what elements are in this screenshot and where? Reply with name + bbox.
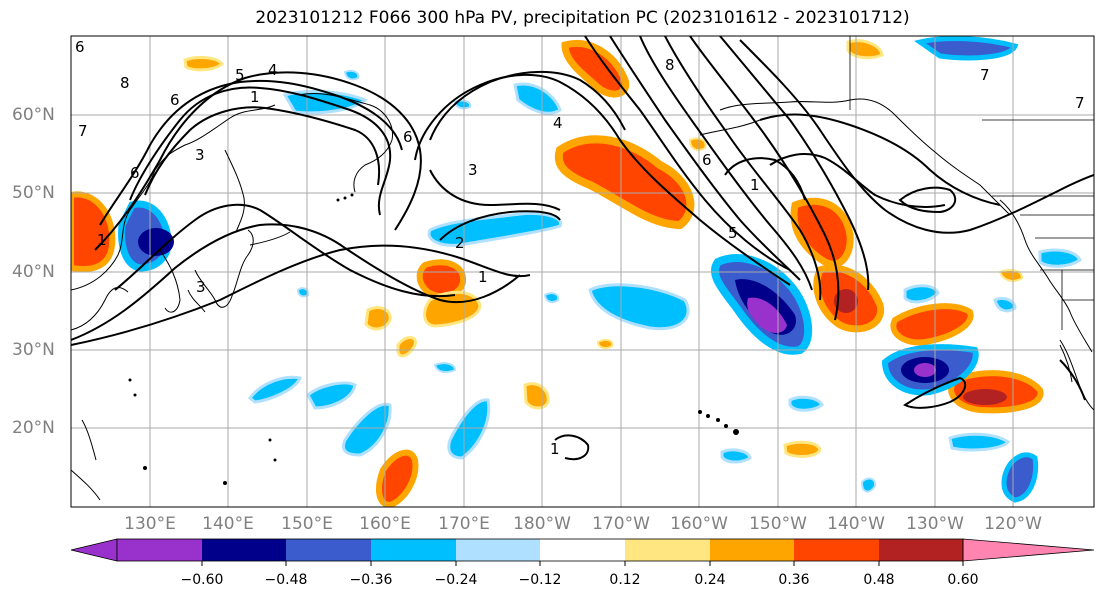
colorbar-bin	[710, 539, 794, 561]
colorbar-tick-label: −0.48	[264, 572, 308, 588]
contour-label: 6	[702, 151, 712, 169]
lon-label: 130°E	[124, 514, 176, 534]
lon-label: 140°W	[827, 514, 885, 534]
lon-label: 140°E	[202, 514, 254, 534]
colorbar-bin	[794, 539, 879, 561]
colorbar-tick-label: −0.36	[349, 572, 393, 588]
colorbar-extend-high	[962, 538, 1095, 562]
map-frame	[70, 35, 1095, 508]
colorbar-bin	[540, 539, 625, 561]
contour-label: 5	[235, 66, 245, 84]
lon-label: 170°W	[592, 514, 650, 534]
contour-label: 4	[268, 61, 278, 79]
contour-label: 3	[468, 161, 478, 179]
colorbar-ticks	[201, 561, 964, 566]
pv-contours	[71, 36, 1094, 461]
contour-label: 7	[78, 122, 88, 140]
contour-label: 4	[553, 114, 563, 132]
positive-precip-blobs	[71, 39, 1044, 507]
contour-label: 1	[250, 88, 260, 106]
contour-label: 6	[403, 128, 413, 146]
contour-label: 3	[195, 146, 205, 164]
contour-label: 1	[550, 440, 560, 458]
colorbar-bin	[202, 539, 286, 561]
lon-label: 120°W	[984, 514, 1042, 534]
colorbar	[70, 538, 1095, 566]
lon-label: 160°W	[670, 514, 728, 534]
map-title: 2023101212 F066 300 hPa PV, precipitatio…	[255, 8, 910, 28]
political-borders	[849, 36, 1094, 330]
contour-label: 5	[728, 224, 738, 242]
lat-label-50n: 50°N	[12, 183, 55, 203]
colorbar-tick-label: 0.48	[863, 572, 895, 588]
contour-label: 8	[120, 74, 130, 92]
lat-label-40n: 40°N	[12, 262, 55, 282]
colorbar-tick-label: 0.24	[694, 572, 726, 588]
contour-label: 1	[97, 231, 107, 249]
colorbar-tick-label: 0.36	[778, 572, 810, 588]
colorbar-tick-label: −0.12	[518, 572, 562, 588]
colorbar-bin	[117, 539, 202, 561]
colorbar-tick-label: −0.60	[180, 572, 224, 588]
colorbar-bin	[456, 539, 540, 561]
colorbar-bin	[286, 539, 371, 561]
contour-label: 6	[170, 91, 180, 109]
lon-label: 180°W	[513, 514, 571, 534]
lon-label: 170°E	[438, 514, 490, 534]
contour-label: 7	[1075, 94, 1085, 112]
contour-label: 8	[665, 56, 675, 74]
lat-label-20n: 20°N	[12, 418, 55, 438]
colorbar-bin	[625, 539, 710, 561]
lon-label: 130°W	[906, 514, 964, 534]
lat-lon-grid	[71, 36, 1094, 507]
colorbar-bin	[879, 539, 963, 561]
contour-label: 6	[130, 164, 140, 182]
lon-label: 150°E	[281, 514, 333, 534]
colorbar-tick-label: 0.60	[947, 572, 979, 588]
coastlines	[71, 92, 1094, 501]
contour-label: 7	[980, 66, 990, 84]
lat-label-30n: 30°N	[12, 340, 55, 360]
colorbar-extend-low	[70, 538, 118, 562]
lon-label: 150°W	[749, 514, 807, 534]
islands	[128, 193, 739, 485]
contour-label: 1	[478, 268, 488, 286]
colorbar-tick-label: 0.12	[609, 572, 641, 588]
contour-label: 1	[750, 176, 760, 194]
contour-label: 6	[75, 38, 85, 56]
contour-label: 2	[455, 234, 465, 252]
contour-label: 3	[196, 278, 206, 296]
lat-label-60n: 60°N	[12, 105, 55, 125]
colorbar-tick-label: −0.24	[434, 572, 478, 588]
lon-label: 160°E	[359, 514, 411, 534]
contour-labels: 8 6 5 4 1 7 6 2 3 4 6 1 5 8 6 7 1 3 6 1 …	[75, 38, 1085, 458]
colorbar-bin	[371, 539, 456, 561]
